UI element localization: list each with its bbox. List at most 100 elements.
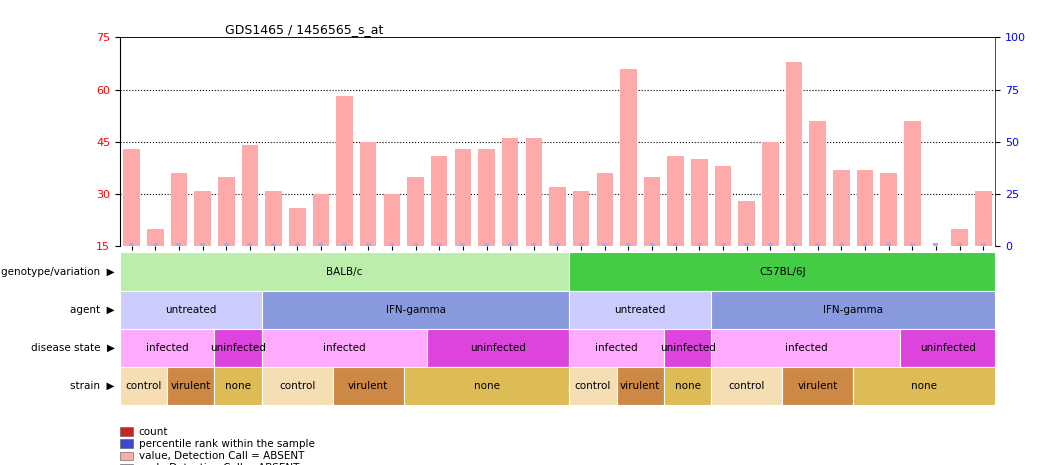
Bar [981, 243, 986, 299]
Bar [673, 243, 678, 299]
Bar [596, 173, 613, 299]
Text: none: none [674, 381, 700, 391]
Bar [951, 229, 968, 299]
Bar [668, 156, 684, 299]
Text: control: control [728, 381, 765, 391]
Text: control: control [575, 381, 612, 391]
Bar [649, 243, 654, 299]
Bar [218, 177, 234, 299]
Bar [485, 243, 489, 299]
Bar [247, 243, 252, 299]
Bar [266, 191, 282, 299]
Text: uninfected: uninfected [470, 343, 526, 353]
Text: C57BL/6J: C57BL/6J [759, 266, 805, 277]
Text: percentile rank within the sample: percentile rank within the sample [139, 438, 315, 449]
Bar [390, 243, 394, 299]
Bar [342, 243, 347, 299]
Text: GDS1465 / 1456565_s_at: GDS1465 / 1456565_s_at [225, 23, 383, 36]
Bar [573, 191, 590, 299]
Bar [839, 243, 844, 299]
Text: uninfected: uninfected [210, 343, 266, 353]
Bar [313, 194, 329, 299]
Text: virulent: virulent [348, 381, 389, 391]
Bar [904, 121, 920, 299]
Bar [768, 243, 773, 299]
Bar [242, 146, 258, 299]
Bar [359, 142, 376, 299]
Bar [295, 243, 300, 299]
Text: virulent: virulent [797, 381, 838, 391]
Bar [739, 201, 755, 299]
Text: uninfected: uninfected [660, 343, 716, 353]
Bar [549, 187, 566, 299]
Text: infected: infected [785, 343, 827, 353]
Bar [461, 243, 466, 299]
Bar [407, 177, 424, 299]
Bar [620, 69, 637, 299]
Text: IFN-gamma: IFN-gamma [386, 305, 446, 315]
Bar [454, 149, 471, 299]
Text: uninfected: uninfected [920, 343, 975, 353]
Bar [880, 173, 897, 299]
Bar [857, 170, 873, 299]
Text: genotype/variation  ▶: genotype/variation ▶ [1, 266, 115, 277]
Bar [644, 177, 661, 299]
Text: infected: infected [323, 343, 366, 353]
Text: BALB/c: BALB/c [326, 266, 363, 277]
Text: virulent: virulent [171, 381, 210, 391]
Text: none: none [225, 381, 251, 391]
Bar [337, 97, 353, 299]
Bar [531, 243, 537, 299]
Bar [886, 243, 891, 299]
Text: untreated: untreated [615, 305, 666, 315]
Bar [147, 229, 164, 299]
Bar [792, 243, 796, 299]
Bar [437, 243, 442, 299]
Bar [153, 243, 157, 299]
Text: strain  ▶: strain ▶ [70, 381, 115, 391]
Bar [478, 149, 495, 299]
Text: control: control [279, 381, 316, 391]
Text: rank, Detection Call = ABSENT: rank, Detection Call = ABSENT [139, 463, 299, 465]
Bar [502, 139, 519, 299]
Bar [431, 156, 447, 299]
Text: agent  ▶: agent ▶ [70, 305, 115, 315]
Bar [525, 139, 542, 299]
Text: value, Detection Call = ABSENT: value, Detection Call = ABSENT [139, 451, 304, 461]
Text: IFN-gamma: IFN-gamma [823, 305, 884, 315]
Bar [195, 191, 210, 299]
Bar [413, 243, 418, 299]
Bar [975, 191, 992, 299]
Bar [715, 166, 731, 299]
Text: infected: infected [595, 343, 638, 353]
Text: count: count [139, 426, 168, 437]
Bar [602, 243, 607, 299]
Bar [697, 243, 702, 299]
Bar [123, 149, 140, 299]
Bar [744, 243, 749, 299]
Bar [927, 271, 944, 299]
Bar [910, 243, 915, 299]
Bar [810, 121, 826, 299]
Bar [129, 243, 134, 299]
Bar [289, 208, 305, 299]
Text: control: control [125, 381, 162, 391]
Bar [383, 194, 400, 299]
Text: infected: infected [146, 343, 189, 353]
Bar [626, 243, 630, 299]
Bar [762, 142, 778, 299]
Bar [507, 243, 513, 299]
Bar [200, 243, 205, 299]
Bar [786, 62, 802, 299]
Bar [555, 243, 560, 299]
Bar [721, 243, 725, 299]
Bar [833, 170, 849, 299]
Bar [176, 243, 181, 299]
Bar [691, 159, 708, 299]
Bar [319, 243, 323, 299]
Text: virulent: virulent [620, 381, 661, 391]
Bar [958, 243, 962, 299]
Text: disease state  ▶: disease state ▶ [30, 343, 115, 353]
Bar [934, 243, 939, 299]
Text: none: none [473, 381, 499, 391]
